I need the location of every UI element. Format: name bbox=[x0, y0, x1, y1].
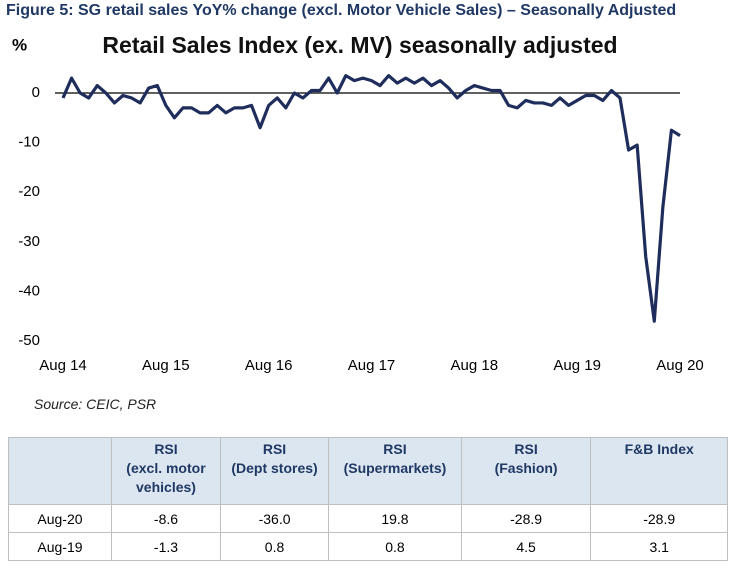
table-cell: Aug-19 bbox=[8, 532, 112, 561]
header-line: (Supermarkets) bbox=[343, 460, 447, 476]
table: RSI (excl. motor vehicles) RSI (Dept stores)… bbox=[8, 437, 728, 561]
x-tick-label: Aug 14 bbox=[39, 357, 87, 374]
header-cell: RSI (Supermarkets) bbox=[328, 437, 462, 505]
header-cell: F&B Index bbox=[590, 437, 728, 505]
header-line: (Fashion) bbox=[494, 460, 558, 476]
header-cell: RSI (Fashion) bbox=[460, 437, 592, 505]
chart-title: Retail Sales Index (ex. MV) seasonally a… bbox=[102, 32, 617, 58]
y-tick-label: 0 bbox=[32, 84, 40, 101]
x-tick-label: Aug 15 bbox=[142, 357, 190, 374]
table-row: Aug-20 -8.6 -36.0 19.8 -28.9 -28.9 bbox=[8, 504, 728, 533]
chart: % Retail Sales Index (ex. MV) seasonally… bbox=[12, 32, 704, 374]
header-row: RSI (excl. motor vehicles) RSI (Dept stores)… bbox=[8, 437, 728, 505]
table-cell: -8.6 bbox=[110, 504, 222, 533]
table-cell: -28.9 bbox=[460, 504, 592, 533]
header-line: (Dept stores) bbox=[231, 460, 318, 476]
table-cell: 3.1 bbox=[590, 532, 728, 561]
table-cell: 4.5 bbox=[460, 532, 592, 561]
table-cell: 0.8 bbox=[328, 532, 462, 561]
table-cell: -28.9 bbox=[590, 504, 728, 533]
table-row: Aug-19 -1.3 0.8 0.8 4.5 3.1 bbox=[8, 532, 728, 561]
x-tick-label: Aug 19 bbox=[553, 357, 601, 374]
header-line: RSI bbox=[383, 441, 407, 457]
y-tick-label: -50 bbox=[18, 332, 40, 349]
y-tick-label: -10 bbox=[18, 134, 40, 151]
source: Source: CEIC, PSR bbox=[34, 396, 157, 412]
table-cell: 0.8 bbox=[220, 532, 330, 561]
x-tick-label: Aug 18 bbox=[451, 357, 499, 374]
y-axis-label: % bbox=[12, 35, 27, 54]
header-line: RSI bbox=[514, 441, 538, 457]
header-cell: RSI (Dept stores) bbox=[220, 437, 330, 505]
header-cell: RSI (excl. motor vehicles) bbox=[110, 437, 222, 505]
header-cell bbox=[8, 437, 112, 505]
y-tick-label: -30 bbox=[18, 233, 40, 250]
table-cell: -36.0 bbox=[220, 504, 330, 533]
line bbox=[61, 74, 681, 323]
table-cell: Aug-20 bbox=[8, 504, 112, 533]
x-tick-label: Aug 20 bbox=[656, 357, 704, 374]
table-cell: 19.8 bbox=[328, 504, 462, 533]
x-tick-label: Aug 16 bbox=[245, 357, 293, 374]
x-tick-label: Aug 17 bbox=[348, 357, 396, 374]
header-line: RSI bbox=[262, 441, 287, 457]
figure-caption: Figure 5: SG retail sales YoY% change (e… bbox=[6, 2, 677, 19]
header-line: RSI bbox=[154, 441, 178, 457]
table-cell: -1.3 bbox=[110, 532, 222, 561]
y-tick-label: -20 bbox=[18, 183, 40, 200]
header-line: F&B Index bbox=[624, 441, 694, 457]
header-line: (excl. motor bbox=[126, 460, 206, 476]
header-line: vehicles) bbox=[136, 479, 196, 495]
y-tick-label: -40 bbox=[18, 282, 40, 299]
